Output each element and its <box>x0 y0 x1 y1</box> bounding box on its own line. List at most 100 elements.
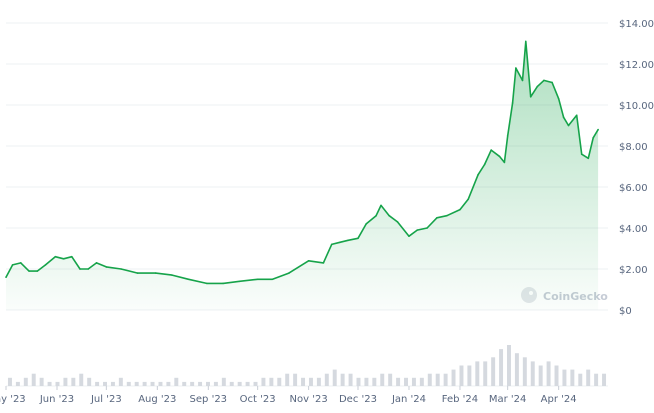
volume-bar <box>47 381 52 386</box>
price-point <box>436 216 438 219</box>
price-point <box>171 274 173 276</box>
volume-bar <box>237 381 242 386</box>
volume-bar <box>301 377 306 386</box>
price-point <box>511 102 514 104</box>
volume-bar <box>79 373 84 386</box>
volume-bar <box>507 345 511 386</box>
x-tick-label: Nov '23 <box>290 394 328 405</box>
volume-bar <box>63 377 68 386</box>
price-point <box>307 260 310 262</box>
volume-bar <box>126 381 131 386</box>
price-point <box>483 163 486 166</box>
price-point <box>567 124 570 127</box>
price-point <box>503 161 506 164</box>
volume-bar <box>443 373 448 386</box>
volume-bar <box>554 365 559 386</box>
x-tick-label: Sep '23 <box>190 394 228 405</box>
volume-bar <box>316 377 321 386</box>
volume-bar <box>15 381 20 386</box>
price-point <box>388 214 391 217</box>
volume-bar <box>39 377 44 386</box>
price-point <box>592 137 594 139</box>
volume-bar <box>380 373 385 386</box>
volume-bar <box>372 377 377 386</box>
volume-bar <box>174 377 179 386</box>
price-point <box>543 79 545 82</box>
volume-bar <box>324 373 329 386</box>
volume-bar <box>71 377 76 386</box>
y-tick-label: $8.00 <box>619 142 648 153</box>
volume-bar <box>404 377 408 386</box>
x-tick-label: Mar '24 <box>489 394 527 405</box>
price-point <box>529 96 532 98</box>
x-tick-label: Dec '23 <box>339 394 377 405</box>
volume-bar <box>475 361 480 386</box>
volume-bar <box>206 381 210 386</box>
y-tick-label: $2.00 <box>619 265 648 276</box>
volume-bar <box>499 349 504 386</box>
volume-bar <box>411 377 416 386</box>
price-point <box>28 270 30 272</box>
y-tick-label: $6.00 <box>619 183 648 194</box>
x-tick-label: Jul '23 <box>90 394 122 405</box>
volume-bar <box>340 373 345 386</box>
volume-bar <box>578 373 583 386</box>
volume-bar <box>602 373 607 386</box>
price-point <box>339 241 341 244</box>
price-point <box>44 264 47 266</box>
x-tick-label: Apr '24 <box>541 394 577 405</box>
volume-bar <box>483 361 488 386</box>
price-point <box>515 67 517 69</box>
price-point <box>575 114 578 117</box>
x-tick-label: Jun '23 <box>39 394 74 405</box>
volume-bar <box>190 381 195 386</box>
volume-bars <box>7 345 607 386</box>
volume-bar <box>269 377 274 386</box>
price-point <box>459 208 461 211</box>
volume-bar <box>261 377 266 386</box>
price-point <box>62 257 65 260</box>
volume-bar <box>253 381 258 386</box>
price-point <box>205 282 208 285</box>
price-point <box>238 280 241 283</box>
price-point <box>70 255 73 258</box>
price-point <box>322 262 325 264</box>
volume-bar <box>277 377 282 386</box>
price-point <box>506 134 509 137</box>
price-point <box>446 214 448 217</box>
volume-bar <box>110 381 115 386</box>
price-point <box>11 264 14 266</box>
price-point <box>5 276 7 279</box>
price-point <box>95 262 98 264</box>
price-point <box>79 268 81 270</box>
volume-bar <box>87 377 92 386</box>
price-point <box>187 278 190 281</box>
volume-bar <box>142 381 147 386</box>
price-point <box>521 79 524 82</box>
volume-bar <box>364 377 369 386</box>
volume-bar <box>451 369 456 386</box>
volume-bar <box>23 377 28 386</box>
price-point <box>271 278 274 281</box>
volume-bar <box>514 353 519 386</box>
price-point <box>551 81 553 84</box>
price-point <box>256 278 259 281</box>
price-point <box>467 198 469 201</box>
volume-bar <box>522 357 527 386</box>
volume-bar <box>586 369 591 386</box>
price-point <box>347 239 349 242</box>
volume-bar <box>158 381 163 386</box>
y-tick-label: $14.00 <box>619 19 654 30</box>
volume-bar <box>308 377 313 386</box>
volume-bar <box>213 381 218 386</box>
volume-bar <box>31 373 36 386</box>
x-tick-label: Jan '24 <box>391 394 426 405</box>
x-axis: May '23 Jun '23 Jul '23 Aug '23 Sep '23 Oct '… <box>0 386 577 405</box>
price-point <box>524 40 527 43</box>
volume-bar <box>198 381 203 386</box>
price-point <box>408 235 410 237</box>
x-tick-label: Feb '24 <box>442 394 478 405</box>
x-tick-label: May '23 <box>0 394 26 405</box>
price-point <box>105 266 108 268</box>
